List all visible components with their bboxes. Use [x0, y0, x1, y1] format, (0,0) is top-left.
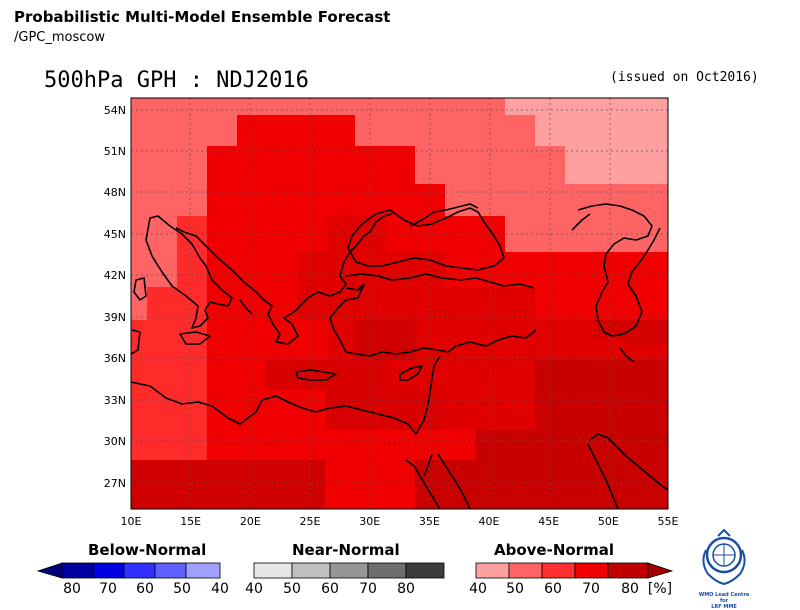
- colorbar-below: [36, 562, 221, 579]
- tick-near-40: 40: [245, 581, 263, 597]
- map-title: 500hPa GPH : NDJ2016: [44, 68, 309, 93]
- lat-label-36N: 36N: [104, 352, 126, 365]
- lon-label-50E: 50E: [598, 515, 619, 528]
- latitude-labels: 54N 51N 48N 45N 42N 39N 36N 33N 30N 27N: [104, 104, 126, 490]
- lat-label-51N: 51N: [104, 145, 126, 158]
- wmo-logo: WMO Lead Centre for LRF MME: [694, 528, 754, 610]
- tick-below-50: 50: [173, 581, 191, 597]
- wmo-emblem-icon: [702, 528, 746, 586]
- lon-label-40E: 40E: [479, 515, 500, 528]
- lat-label-33N: 33N: [104, 394, 126, 407]
- tick-below-70: 70: [99, 581, 117, 597]
- legend-below-title: Below-Normal: [88, 541, 207, 559]
- tick-near-50: 50: [283, 581, 301, 597]
- tick-below-60: 60: [136, 581, 154, 597]
- tick-above-50: 50: [506, 581, 524, 597]
- issued-date: (issued on Oct2016): [610, 70, 759, 85]
- product-source: /GPC_moscow: [14, 30, 105, 45]
- tick-above-80: 80: [621, 581, 639, 597]
- lon-label-55E: 55E: [658, 515, 679, 528]
- lat-label-39N: 39N: [104, 311, 126, 324]
- legend-above-title: Above-Normal: [494, 541, 614, 559]
- tick-above-70: 70: [582, 581, 600, 597]
- lat-label-48N: 48N: [104, 186, 126, 199]
- logo-text-2: LRF MME: [711, 604, 737, 610]
- unit-label: [%]: [648, 581, 672, 597]
- lon-label-25E: 25E: [300, 515, 321, 528]
- lat-label-54N: 54N: [104, 104, 126, 117]
- logo-text-1: WMO Lead Centre for: [698, 592, 750, 604]
- lon-label-30E: 30E: [359, 515, 380, 528]
- lat-label-30N: 30N: [104, 435, 126, 448]
- lon-label-35E: 35E: [419, 515, 440, 528]
- lon-label-20E: 20E: [240, 515, 261, 528]
- longitude-labels: 10E 15E 20E 25E 30E 35E 40E 45E 50E 55E: [121, 515, 679, 528]
- tick-above-60: 60: [544, 581, 562, 597]
- coastlines: [131, 203, 668, 509]
- tick-near-80: 80: [397, 581, 415, 597]
- tick-below-40: 40: [211, 581, 229, 597]
- graticule: [131, 98, 668, 509]
- tick-above-40: 40: [469, 581, 487, 597]
- map-frame: [130, 97, 669, 510]
- lon-label-15E: 15E: [180, 515, 201, 528]
- colorbar-labels: 80 70 60 50 40 40 50 60 70 80 40 50 60 7…: [63, 581, 672, 597]
- lon-label-45E: 45E: [538, 515, 559, 528]
- product-title: Probabilistic Multi-Model Ensemble Forec…: [14, 8, 391, 26]
- colorbar-near: [253, 562, 445, 579]
- lat-label-42N: 42N: [104, 269, 126, 282]
- tick-near-60: 60: [321, 581, 339, 597]
- colorbar-above: [475, 562, 674, 579]
- lat-label-45N: 45N: [104, 228, 126, 241]
- lat-label-27N: 27N: [104, 477, 126, 490]
- tick-near-70: 70: [359, 581, 377, 597]
- tick-below-80: 80: [63, 581, 81, 597]
- probability-shading: [131, 98, 668, 509]
- lon-label-10E: 10E: [121, 515, 142, 528]
- legend-near-title: Near-Normal: [292, 541, 400, 559]
